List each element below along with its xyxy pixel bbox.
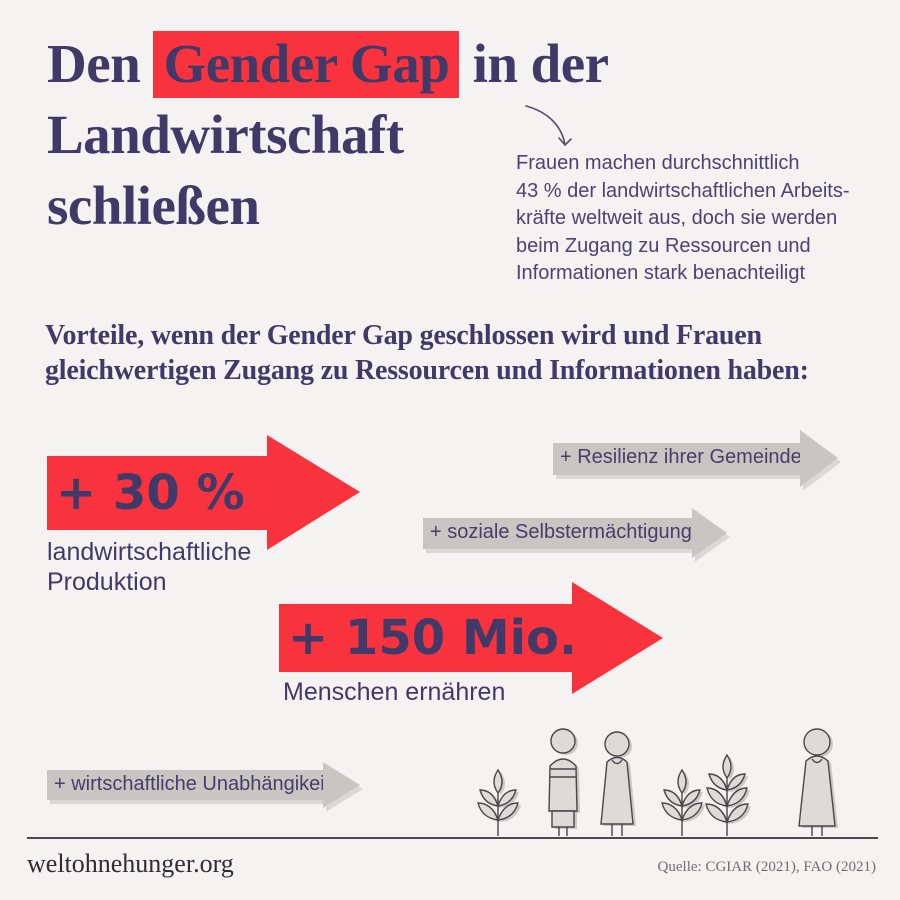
woman-icon — [600, 731, 634, 837]
title-text-pre: Den — [47, 33, 154, 94]
benefit-arrow-independence: + wirtschaftliche Unabhängikeit — [47, 762, 360, 808]
arrow-body: + 150 Mio. — [279, 604, 577, 672]
arrow-body: + 30 % — [47, 455, 267, 530]
curved-arrow-icon — [525, 105, 572, 146]
benefit-arrow-resilience: + Resilienz ihrer Gemeinden — [553, 430, 838, 487]
arrow-head — [267, 435, 360, 550]
arrow-body: + wirtschaftliche Unabhängikeit — [47, 770, 330, 800]
woman-icon — [548, 728, 578, 837]
intro-text: Vorteile, wenn der Gender Gap geschlosse… — [45, 318, 809, 388]
annotation-line: beim Zugang zu Ressourcen und — [516, 234, 811, 257]
arrow-head — [692, 508, 727, 558]
benefit-arrow-production: + 30 % — [47, 435, 360, 550]
annotation-line: 43 % der landwirtschaftlichen Arbeits- — [516, 179, 850, 202]
footer-source-credit: Quelle: CGIAR (2021), FAO (2021) — [657, 859, 876, 875]
plant-icon — [705, 754, 749, 837]
title-text-post: in der — [459, 33, 610, 94]
intro-line: Vorteile, wenn der Gender Gap geschlosse… — [45, 320, 762, 351]
footer-divider — [27, 837, 878, 839]
annotation-line: Frauen machen durchschnittlich — [516, 152, 800, 174]
benefit-label: + soziale Selbstermächtigung — [430, 520, 692, 543]
arrow-head — [800, 430, 838, 487]
title-line-2: Landwirtschaft — [47, 104, 404, 165]
intro-line: gleichwertigen Zugang zu Ressourcen und … — [45, 355, 809, 386]
benefit-label-line: Menschen ernähren — [283, 678, 506, 706]
annotation-line: Informationen stark benachteiligt — [516, 262, 806, 284]
arrow-body: + Resilienz ihrer Gemeinden — [553, 442, 813, 475]
annotation-line: kräfte weltweit aus, doch sie werden — [516, 207, 838, 229]
annotation-text: Frauen machen durchschnittlich 43 % der … — [516, 150, 876, 288]
page-title: Den Gender Gap in der Landwirtschaft sch… — [47, 28, 609, 241]
women-and-plants-illustration — [477, 728, 838, 838]
benefit-label: + wirtschaftliche Unabhängikeit — [54, 772, 331, 795]
title-highlight: Gender Gap — [153, 31, 460, 98]
benefit-label: + Resilienz ihrer Gemeinden — [560, 446, 813, 468]
arrow-body: + soziale Selbstermächtigung — [423, 517, 692, 549]
benefit-arrow-empowerment: + soziale Selbstermächtigung — [423, 508, 727, 558]
footer-site-url: weltohnehunger.org — [27, 849, 234, 878]
arrow-head — [323, 762, 360, 808]
benefit-label-production: landwirtschaftliche Produktion — [47, 537, 251, 597]
arrow-head — [572, 582, 663, 694]
benefit-value: + 150 Mio. — [288, 610, 578, 666]
benefit-label-line: landwirtschaftliche — [47, 538, 252, 566]
benefit-arrow-feed-people: + 150 Mio. — [279, 582, 663, 694]
benefit-value: + 30 % — [56, 464, 245, 521]
benefit-label-line: Produktion — [47, 568, 167, 596]
woman-icon — [798, 728, 836, 837]
title-line-3: schließen — [47, 175, 260, 236]
title-line-1: Den Gender Gap in der — [47, 28, 609, 99]
benefit-label-feed-people: Menschen ernähren — [283, 677, 505, 707]
